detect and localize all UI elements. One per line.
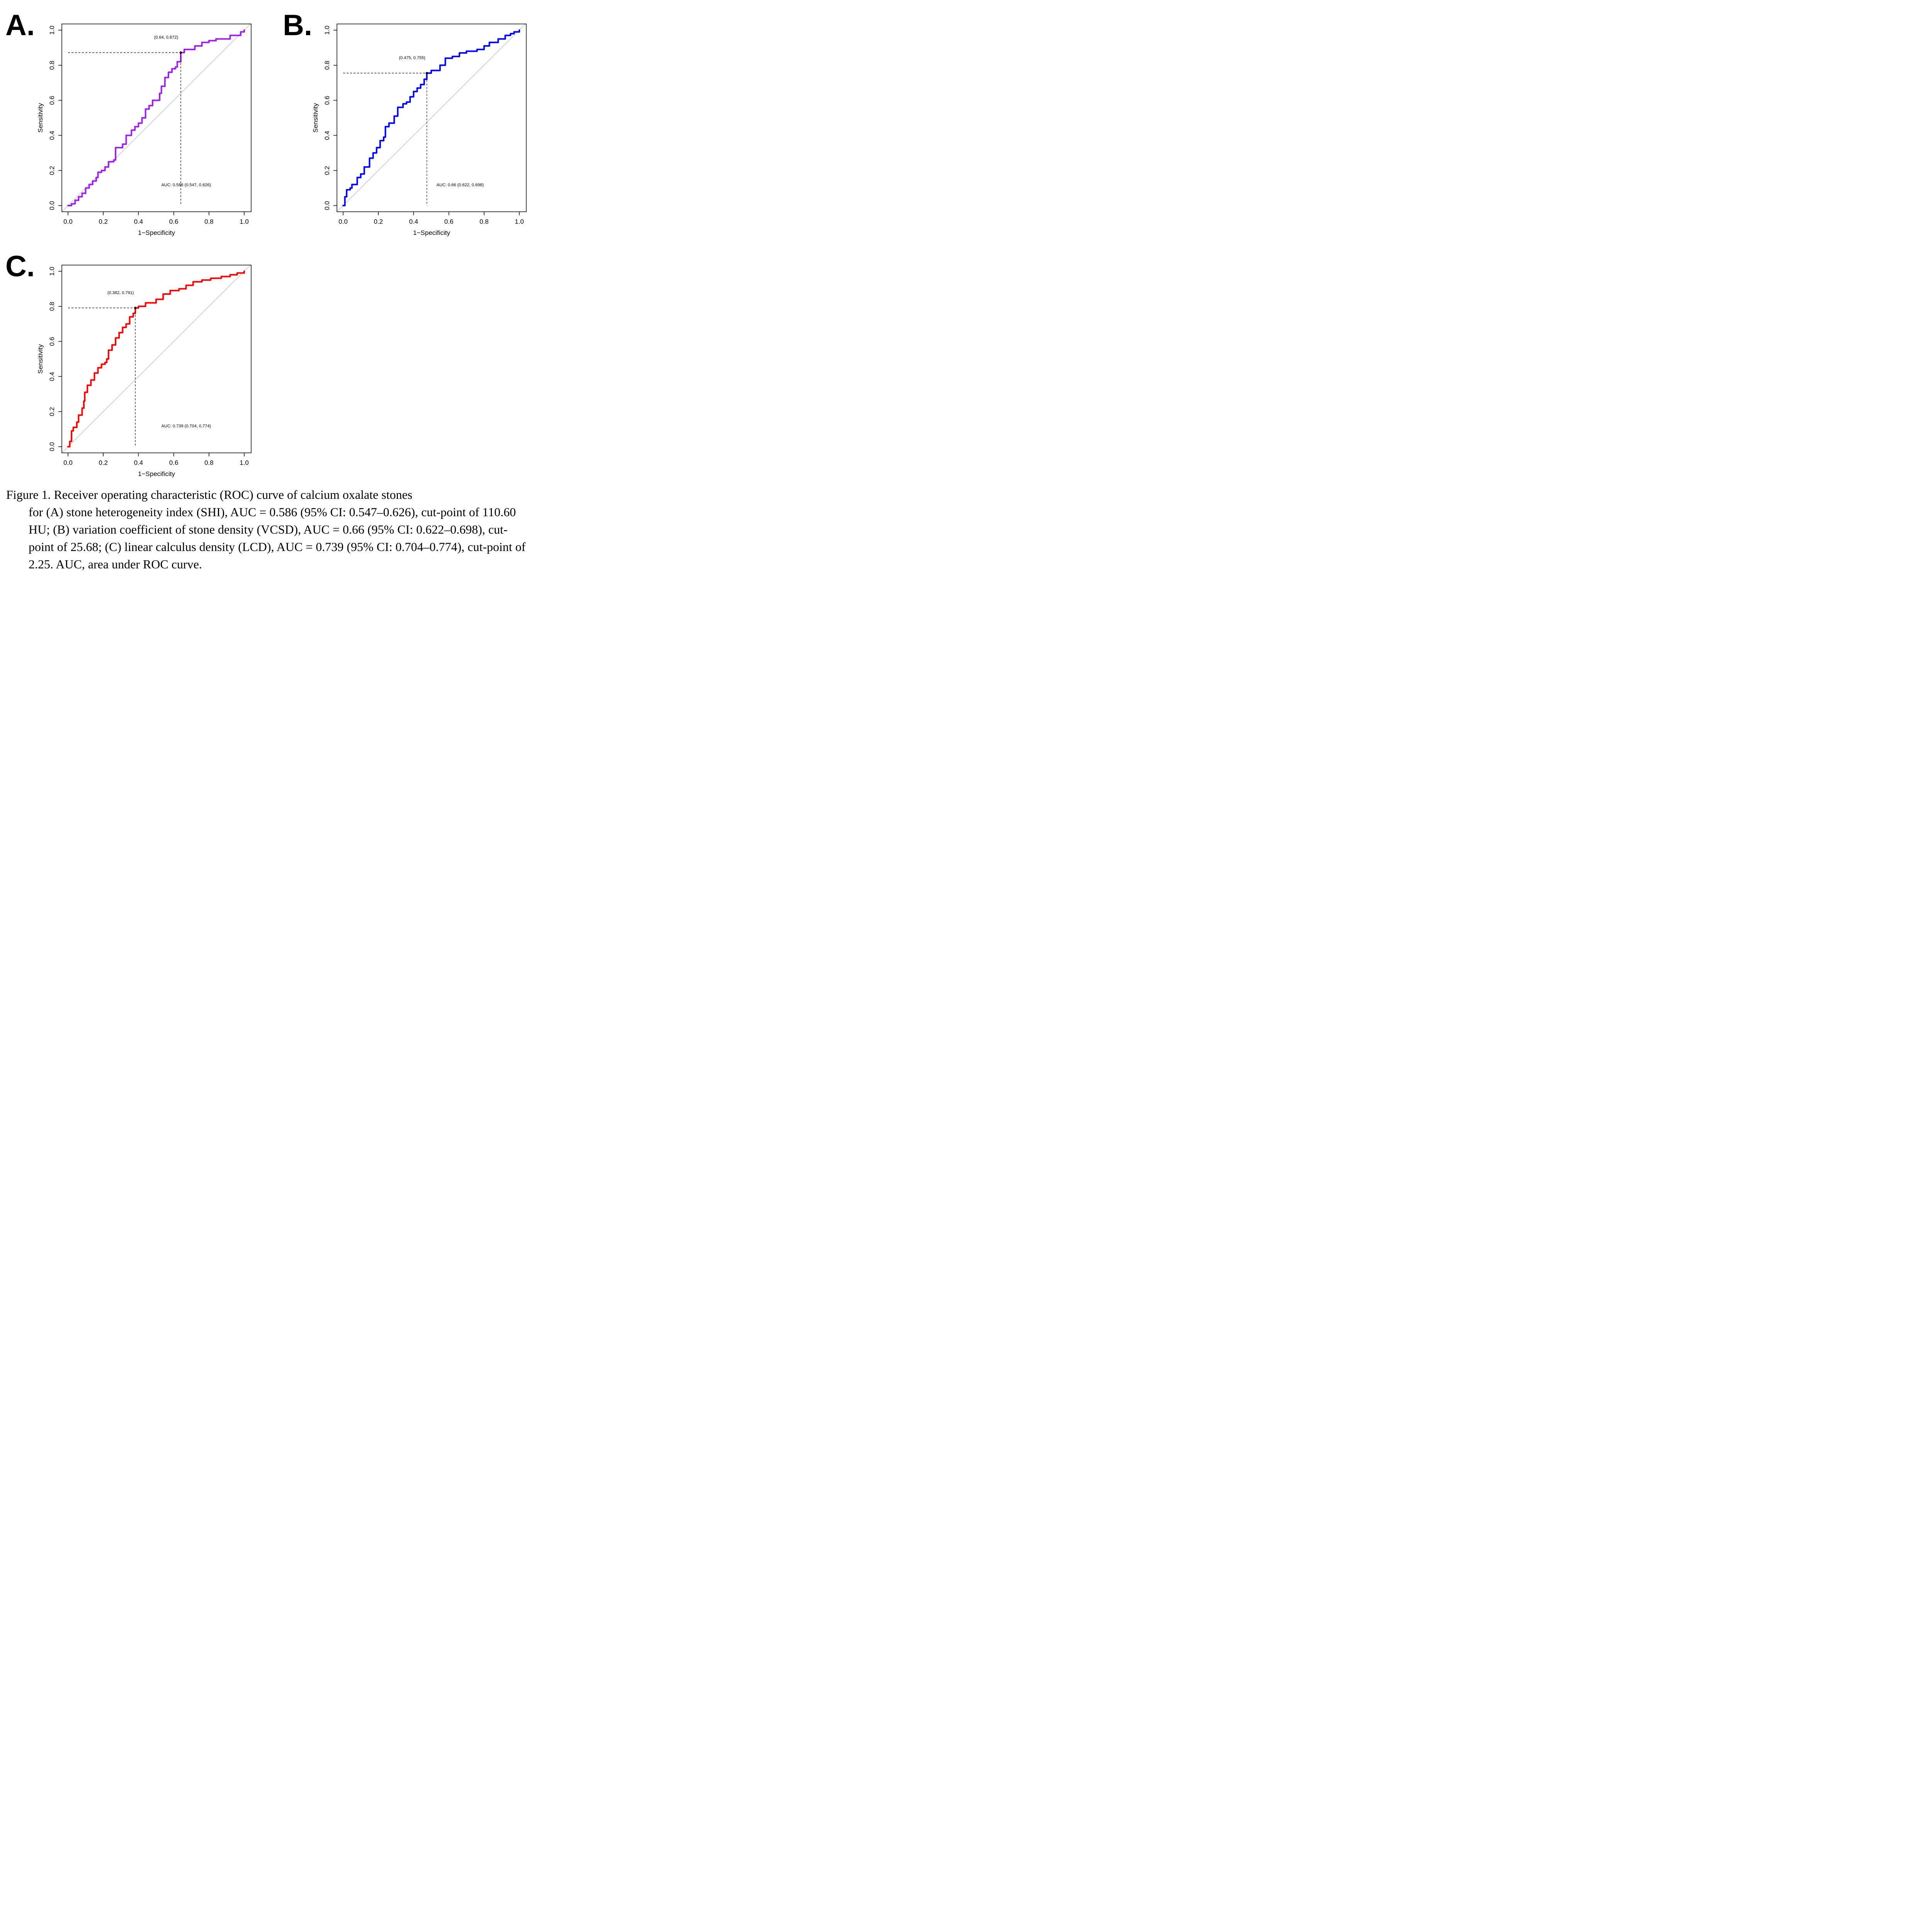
auc-annotation: AUC: 0.66 (0.622, 0.698)	[437, 183, 484, 187]
x-tick-label: 0.2	[99, 459, 108, 466]
y-tick-label: 0.6	[323, 96, 331, 105]
cutpoint-label: (0.475, 0.755)	[399, 56, 425, 60]
roc-curve-line	[67, 29, 245, 206]
y-tick-label: 0.4	[48, 372, 56, 381]
y-tick-label: 0.6	[48, 96, 56, 105]
x-tick-label: 0.8	[480, 218, 489, 225]
y-tick-label: 0.2	[323, 166, 331, 175]
reference-diagonal-line	[337, 23, 526, 212]
x-tick-label: 1.0	[240, 218, 249, 225]
x-tick-label: 0.4	[134, 218, 143, 225]
cutpoint-label: (0.382, 0.791)	[107, 291, 134, 295]
roc-chart-a: 0.0 0.2 0.4 0.6 0.8 1.0 1−Specificity 0.0 0.2 0.4…	[37, 23, 252, 236]
roc-curve-line	[67, 270, 245, 447]
auc-annotation: AUC: 0.586 (0.547, 0.626)	[162, 183, 211, 187]
roc-chart-c: 0.0 0.2 0.4 0.6 0.8 1.0 1−Specificity 0.0 0.2 0.4…	[37, 264, 252, 478]
x-tick-label: 0.8	[204, 459, 214, 466]
x-tick-label: 0.6	[169, 459, 179, 466]
cutpoint-marker	[179, 51, 182, 54]
x-tick-label: 0.4	[409, 218, 418, 225]
y-tick-label: 0.4	[48, 131, 56, 140]
y-tick-label: 0.8	[323, 61, 331, 70]
roc-curve-line	[342, 29, 520, 206]
x-tick-label: 0.0	[338, 218, 348, 225]
roc-chart-b: 0.0 0.2 0.4 0.6 0.8 1.0 1−Specificity 0.0 0.2 0.4…	[312, 23, 527, 236]
y-tick-label: 0.0	[48, 442, 56, 451]
auc-annotation: AUC: 0.739 (0.704, 0.774)	[162, 424, 211, 429]
cutpoint-marker	[425, 72, 428, 75]
y-tick-label: 1.0	[48, 267, 56, 276]
y-tick-label: 0.8	[48, 61, 56, 70]
y-tick-label: 0.0	[323, 201, 331, 210]
y-axis-label: Sensitivity	[37, 344, 44, 374]
y-tick-label: 0.4	[323, 131, 331, 140]
x-tick-label: 0.0	[63, 218, 73, 225]
panel-a: A. 0.0 0.2 0.4 0.6 0.8 1.0 1−Specificity 0.0 0.2…	[0, 0, 263, 240]
y-tick-label: 0.6	[48, 337, 56, 346]
caption-body: for (A) stone heterogeneity index (SHI),…	[29, 505, 526, 571]
reference-diagonal-line	[61, 264, 251, 453]
cutpoint-marker	[134, 306, 137, 309]
plot-frame	[337, 24, 527, 212]
cutpoint-label: (0.64, 0.872)	[154, 35, 178, 40]
panel-b: B. 0.0 0.2 0.4 0.6 0.8 1.0 1−Specificity 0.0 0.2…	[275, 0, 538, 240]
x-tick-label: 0.2	[374, 218, 383, 225]
plot-frame	[61, 24, 252, 212]
x-tick-label: 1.0	[240, 459, 249, 466]
x-axis-label: 1−Specificity	[413, 229, 450, 236]
y-tick-label: 0.0	[48, 201, 56, 210]
panel-label: B.	[283, 9, 312, 42]
y-tick-label: 0.2	[48, 166, 56, 175]
y-axis-label: Sensitivity	[312, 103, 319, 133]
y-tick-label: 1.0	[323, 26, 331, 35]
x-tick-label: 0.4	[134, 459, 143, 466]
x-tick-label: 0.6	[444, 218, 454, 225]
caption-first-line: Figure 1. Receiver operating characteris…	[6, 488, 413, 502]
panel-label: A.	[5, 9, 35, 42]
x-tick-label: 0.2	[99, 218, 108, 225]
reference-diagonal-line	[61, 23, 251, 212]
plot-frame	[61, 265, 252, 453]
panel-label: C.	[5, 250, 35, 283]
x-axis-label: 1−Specificity	[138, 229, 175, 236]
x-tick-label: 0.8	[204, 218, 214, 225]
x-tick-label: 1.0	[515, 218, 524, 225]
figure-caption: Figure 1. Receiver operating characteris…	[6, 486, 532, 573]
y-tick-label: 1.0	[48, 26, 56, 35]
x-tick-label: 0.6	[169, 218, 179, 225]
y-tick-label: 0.8	[48, 302, 56, 311]
y-axis-label: Sensitivity	[37, 103, 44, 133]
x-tick-label: 0.0	[63, 459, 73, 466]
x-axis-label: 1−Specificity	[138, 470, 175, 478]
y-tick-label: 0.2	[48, 407, 56, 416]
panel-c: C. 0.0 0.2 0.4 0.6 0.8 1.0 1−Specificity 0.0 0.2…	[0, 241, 263, 481]
